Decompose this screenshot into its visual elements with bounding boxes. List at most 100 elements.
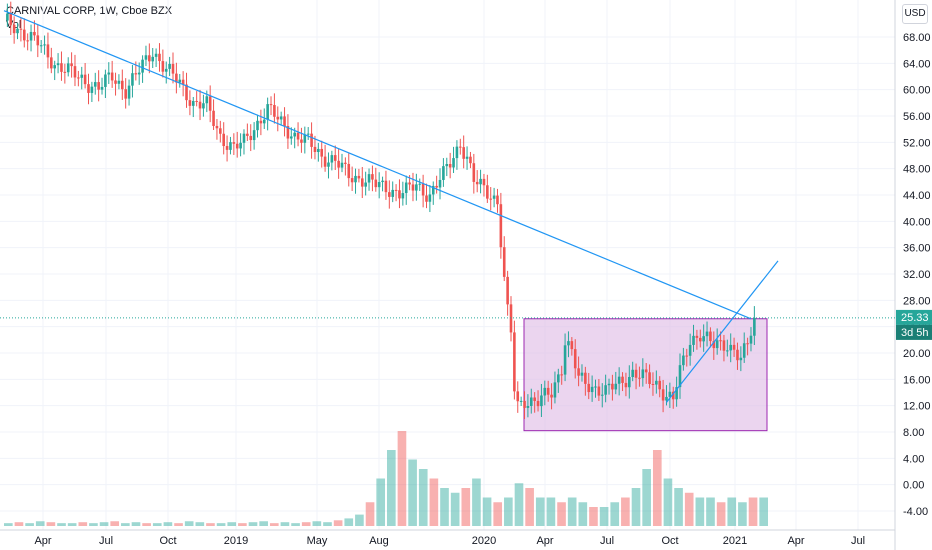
volume-bar — [387, 450, 396, 526]
candle-body — [675, 387, 678, 400]
y-tick-label: 68.00 — [903, 32, 931, 44]
volume-bar — [546, 497, 556, 526]
volume-bar — [195, 522, 205, 526]
candle-body — [93, 82, 97, 87]
volume-bar — [440, 488, 449, 526]
y-tick-label: 44.00 — [903, 190, 931, 202]
candle-body — [614, 383, 618, 390]
candle-body — [371, 174, 374, 180]
candle-body — [661, 389, 665, 401]
x-tick-label: Apr — [787, 535, 804, 547]
candle-body — [97, 82, 100, 90]
volume-bar — [557, 502, 566, 526]
currency-button[interactable]: USD — [902, 4, 928, 24]
candle-body — [668, 391, 672, 397]
candle-body — [39, 45, 43, 47]
candle-body — [502, 247, 506, 277]
candle-body — [374, 179, 378, 188]
candle-body — [16, 28, 19, 34]
candle-body — [208, 96, 212, 111]
candle-body — [651, 383, 655, 385]
candle-body — [462, 147, 465, 159]
candle-body — [121, 80, 124, 90]
y-tick-label: -4.00 — [903, 506, 928, 518]
x-tick-label: Jul — [600, 535, 614, 547]
candle-body — [117, 80, 121, 84]
volume-bar — [695, 497, 705, 526]
candle-body — [489, 198, 493, 200]
volume-bar — [355, 514, 364, 526]
candle-body — [215, 125, 219, 129]
candle-body — [377, 182, 381, 188]
price-tag-countdown-bg — [896, 324, 932, 340]
volume-bar — [535, 497, 545, 526]
candle-body — [722, 340, 726, 351]
candle-body — [181, 79, 185, 85]
candle-body — [151, 56, 155, 62]
candle-body — [705, 331, 709, 337]
candle-body — [134, 73, 138, 75]
volume-bar — [418, 469, 428, 526]
trendline-descending[interactable] — [3, 10, 752, 320]
candle-body — [448, 164, 452, 168]
y-tick-label: 36.00 — [903, 243, 931, 255]
candle-body — [63, 71, 67, 73]
volume-bar — [269, 523, 279, 526]
y-tick-label: 28.00 — [903, 295, 931, 307]
x-tick-label: 2020 — [472, 535, 496, 547]
candle-body — [391, 189, 394, 197]
candle-body — [127, 85, 131, 99]
candle-body — [188, 100, 192, 106]
volume-bar — [238, 523, 247, 526]
x-tick-label: Jul — [851, 535, 865, 547]
candle-body — [587, 383, 591, 393]
candle-body — [137, 72, 141, 75]
volume-bar — [99, 522, 109, 526]
candle-body — [688, 344, 692, 356]
volume-bar — [57, 523, 66, 526]
candle-body — [729, 344, 732, 351]
volume-bar — [716, 502, 726, 526]
candle-body — [273, 105, 276, 117]
volume-bar — [674, 488, 683, 526]
volume-bar — [216, 523, 226, 526]
x-tick-label: Apr — [536, 535, 553, 547]
candle-body — [283, 116, 286, 127]
candle-body — [594, 386, 597, 388]
y-tick-label: 32.00 — [903, 269, 931, 281]
candle-body — [682, 355, 685, 366]
volume-bar — [206, 523, 215, 526]
x-tick-label: Apr — [34, 535, 51, 547]
candle-body — [431, 185, 435, 195]
candle-body — [246, 133, 249, 136]
volume-bar — [514, 483, 524, 526]
candle-body — [655, 380, 658, 385]
candle-body — [590, 386, 594, 393]
candle-body — [719, 340, 722, 342]
volume-bar — [301, 522, 311, 526]
candle-body — [600, 394, 604, 396]
candle-body — [310, 133, 313, 147]
candle-body — [418, 183, 422, 185]
candle-body — [742, 343, 746, 358]
volume-bar — [121, 523, 130, 526]
candle-body — [577, 368, 580, 376]
candle-body — [746, 343, 749, 345]
volume-bar — [621, 497, 630, 526]
candle-body — [168, 63, 171, 69]
candle-body — [344, 162, 347, 164]
candle-body — [381, 180, 384, 183]
candle-body — [428, 194, 432, 202]
candle-body — [469, 156, 472, 164]
legend-title: CARNIVAL CORP, 1W, Cboe BZX — [6, 5, 173, 17]
candle-body — [479, 178, 482, 185]
volume-bar — [14, 522, 24, 526]
candle-body — [327, 162, 330, 167]
candle-body — [164, 68, 168, 72]
candle-body — [698, 337, 702, 342]
trendline-ascending[interactable] — [666, 260, 779, 403]
candle-body — [438, 179, 442, 188]
candle-body — [712, 341, 716, 349]
candle-body — [367, 174, 371, 183]
